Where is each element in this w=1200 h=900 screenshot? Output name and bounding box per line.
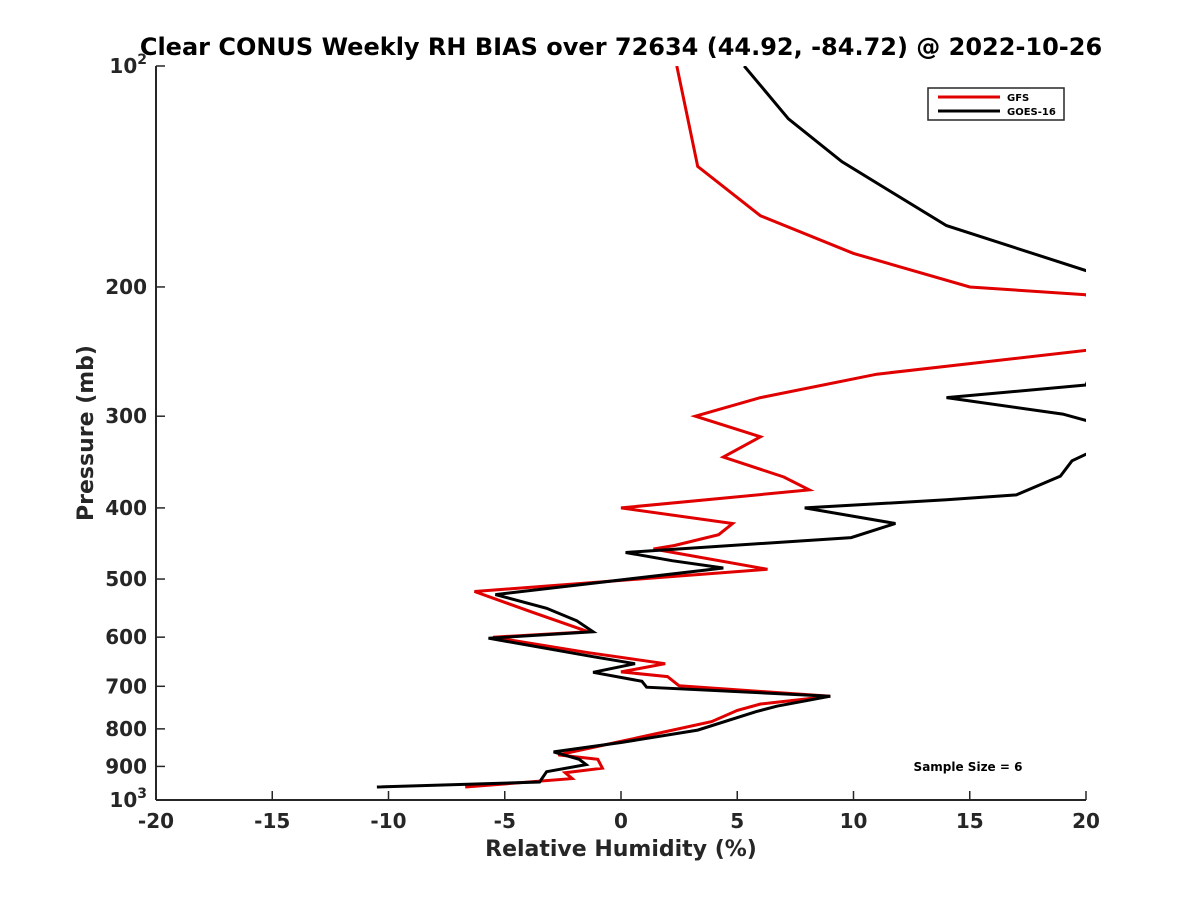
- y-tick-label: 400: [105, 496, 147, 520]
- legend-label-goes-16: GOES-16: [1007, 107, 1056, 118]
- x-axis-ticks: -20 -15 -10 -5 0 5 10 15 20: [138, 791, 1100, 833]
- x-tick-label: -10: [370, 809, 406, 833]
- x-tick-label: -20: [138, 809, 174, 833]
- y-tick-label: 500: [105, 567, 147, 591]
- x-tick-label: -15: [254, 809, 290, 833]
- legend-box: [927, 87, 1065, 121]
- y-tick-label: 200: [105, 275, 147, 299]
- x-tick-label: 5: [730, 809, 744, 833]
- y-tick-label: 700: [105, 674, 147, 698]
- series-line-gfs: [465, 66, 1086, 789]
- x-tick-label: 20: [1072, 809, 1100, 833]
- legend-label-gfs: GFS: [1007, 93, 1029, 104]
- data-series: [376, 66, 1086, 789]
- series-line-goes-16: [376, 66, 1086, 789]
- y-tick-label: 900: [105, 754, 147, 778]
- x-tick-label: 15: [956, 809, 984, 833]
- x-tick-label: 0: [614, 809, 628, 833]
- legend: GFS GOES-16: [927, 87, 1065, 121]
- sample-size-annotation: Sample Size = 6: [914, 760, 1023, 774]
- y-tick-label: 800: [105, 717, 147, 741]
- y-axis-label: Pressure (mb): [74, 345, 99, 521]
- chart-title: Clear CONUS Weekly RH BIAS over 72634 (4…: [140, 33, 1102, 61]
- y-tick-label: 300: [105, 404, 147, 428]
- x-tick-label: -5: [494, 809, 516, 833]
- x-axis-label: Relative Humidity (%): [485, 837, 757, 862]
- y-tick-label: 102: [109, 52, 147, 78]
- y-tick-label: 600: [105, 625, 147, 649]
- x-tick-label: 10: [840, 809, 868, 833]
